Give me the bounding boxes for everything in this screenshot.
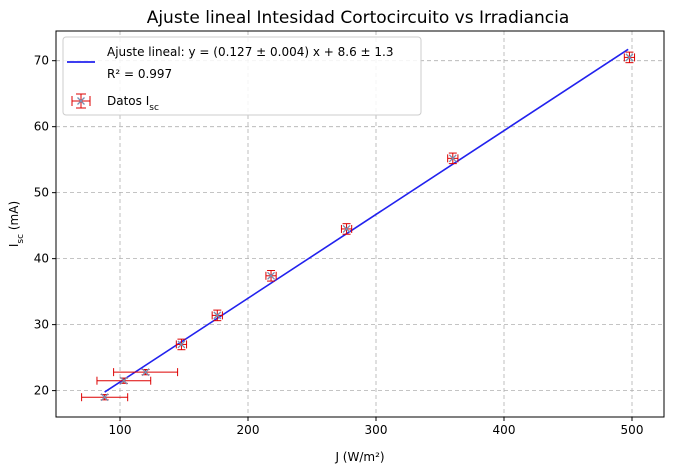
- x-tick-label: 200: [237, 423, 260, 437]
- y-tick-label: 60: [34, 120, 49, 134]
- point-marker: [448, 154, 457, 163]
- y-tick-label: 20: [34, 384, 49, 398]
- x-tick-label: 400: [493, 423, 516, 437]
- y-tick-label: 30: [34, 318, 49, 332]
- fit-line: [104, 48, 629, 393]
- x-tick-label: 500: [621, 423, 644, 437]
- fit-line-group: [104, 48, 629, 393]
- point-marker: [342, 224, 351, 233]
- data-point: [447, 152, 459, 165]
- data-point: [113, 368, 179, 377]
- legend-fit-label: Ajuste lineal: y = (0.127 ± 0.004) x + 8…: [107, 45, 394, 59]
- point-marker: [625, 53, 634, 62]
- data-point: [211, 309, 223, 322]
- y-tick-label: 40: [34, 252, 49, 266]
- y-tick-label: 50: [34, 186, 49, 200]
- legend-box: [62, 36, 422, 116]
- data-point: [175, 338, 188, 351]
- x-tick-label: 100: [109, 423, 132, 437]
- point-marker: [119, 376, 128, 385]
- point-marker: [213, 311, 222, 320]
- x-tick-label: 300: [365, 423, 388, 437]
- point-marker: [100, 393, 109, 402]
- data-point: [623, 51, 636, 64]
- legend-fit-r2: R² = 0.997: [107, 67, 172, 81]
- x-ticks: 100 200 300 400 500: [109, 417, 644, 437]
- y-ticks: 20 30 40 50 60 70: [34, 54, 56, 398]
- data-point: [340, 223, 353, 235]
- y-tick-label: 70: [34, 54, 49, 68]
- data-points: [81, 51, 636, 402]
- legend-data-swatch: [71, 93, 91, 109]
- data-point: [81, 393, 129, 402]
- legend-swatch-marker: [77, 97, 85, 105]
- data-point: [265, 270, 277, 282]
- chart-title: Ajuste lineal Intesidad Cortocircuito vs…: [147, 8, 570, 28]
- point-marker: [141, 368, 150, 377]
- point-marker: [267, 271, 275, 280]
- point-marker: [177, 340, 186, 349]
- data-point: [96, 376, 152, 385]
- x-axis-label: J (W/m²): [334, 450, 384, 464]
- y-axis-label: Isc (mA): [7, 201, 26, 247]
- legend: Ajuste lineal: y = (0.127 ± 0.004) x + 8…: [62, 36, 422, 116]
- plot-frame: [55, 30, 665, 418]
